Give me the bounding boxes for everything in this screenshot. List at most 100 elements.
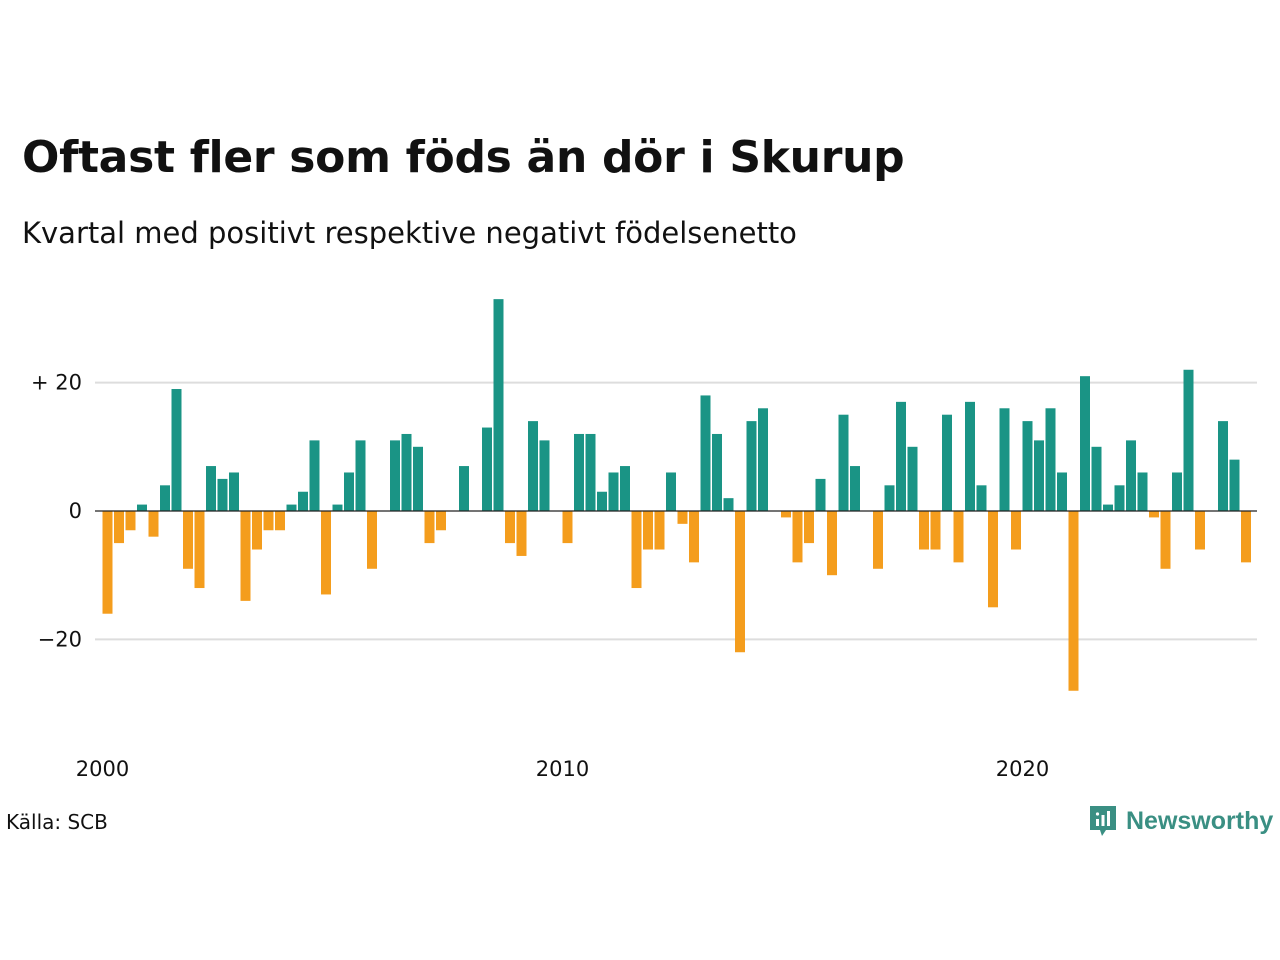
bar [309,440,320,511]
bar [850,466,860,511]
bar [355,440,366,511]
bar [631,511,642,589]
bar [194,511,205,589]
grid-lines [95,381,1257,641]
bar [1241,511,1251,563]
bar [919,511,929,550]
bar [562,511,573,544]
bar [332,504,343,511]
bar [700,395,711,511]
bar [1172,472,1182,511]
bar [1011,511,1021,550]
bar [873,511,883,569]
x-tick-label: 2000 [76,757,129,781]
bar [413,446,423,511]
bar [436,511,446,531]
bar [1149,511,1159,518]
chart-subtitle: Kvartal med positivt respektive negativt… [22,216,797,250]
bar [1022,421,1033,511]
bar [1068,511,1079,691]
bar [1195,511,1205,550]
x-tick-label: 2010 [536,757,589,781]
bar [999,408,1010,511]
bar [1126,440,1136,511]
x-axis-ticks: 2000 2010 2020 [76,757,1049,781]
bar [102,511,113,614]
brand-logo: Newsworthy [1088,804,1273,838]
bars [95,299,1257,691]
bar [689,511,699,563]
bar [516,511,527,556]
y-axis-ticks: + 20 0 −20 [31,371,82,652]
bar [574,433,584,511]
bar [953,511,964,563]
bar [942,414,952,511]
bar [482,427,492,511]
bar [1229,459,1240,511]
bar [654,511,665,550]
bar [229,472,239,511]
bar [298,491,308,511]
bar [459,466,469,511]
bar [367,511,377,569]
bar [252,511,262,550]
bar [217,478,228,511]
x-tick-label: 2020 [996,757,1049,781]
bar [838,414,849,511]
bar [1137,472,1148,511]
bar [183,511,193,569]
bar [827,511,837,576]
bar [746,421,757,511]
bar [240,511,251,601]
bar [988,511,998,608]
bar [390,440,400,511]
bar [608,472,619,511]
y-tick-label: −20 [38,627,82,651]
bar [1114,485,1125,511]
bar [907,446,918,511]
bar [493,299,504,511]
y-tick-label: 0 [69,499,82,523]
bar [677,511,688,524]
bar [620,466,630,511]
bar [286,504,297,511]
bar [171,389,182,511]
bar [160,485,170,511]
bar [1045,408,1056,511]
bar [781,511,791,518]
bar [804,511,814,544]
bar [1091,446,1102,511]
bar [884,485,895,511]
bar [1103,504,1113,511]
bar [401,433,412,511]
bar [148,511,159,537]
bar [528,421,538,511]
bar [1057,472,1067,511]
brand-name: Newsworthy [1126,806,1274,835]
bar [930,511,941,550]
bar [723,498,734,511]
bar [1183,369,1194,511]
bar [1034,440,1044,511]
bar [424,511,435,544]
bar [585,433,596,511]
bar [125,511,136,531]
bar [344,472,354,511]
bar [965,401,975,511]
newsworthy-logo-icon [1090,806,1116,836]
bar [758,408,768,511]
bar [597,491,607,511]
bar [206,466,216,511]
bar [643,511,653,550]
bar [321,511,331,595]
bar [263,511,274,531]
bar [137,504,147,511]
bar [1080,376,1090,511]
bar [505,511,515,544]
bar [792,511,803,563]
bar [712,433,722,511]
bar [1160,511,1171,569]
bar [896,401,906,511]
bar [815,478,826,511]
